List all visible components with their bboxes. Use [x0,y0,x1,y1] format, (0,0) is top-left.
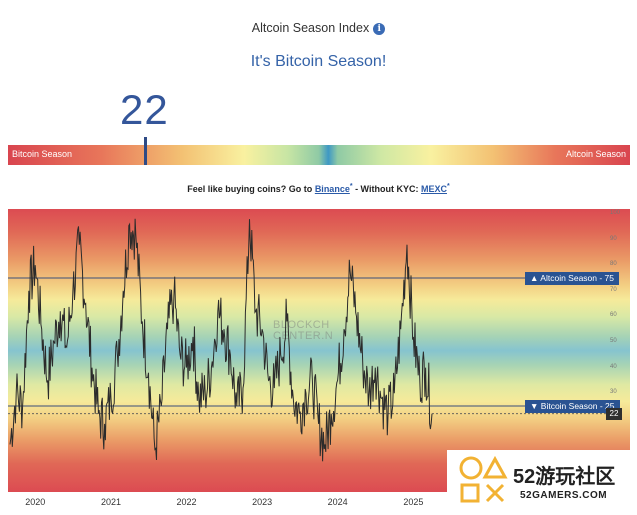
logo-main-text: 52游玩社区 [513,466,616,488]
watermark: BLOCKCH CENTER.N [273,320,333,342]
threshold-badge: ▼ Bitcoin Season - 25 [525,399,620,413]
x-tick-label: 2022 [176,497,197,507]
mexc-link[interactable]: MEXC [420,184,447,194]
current-value-badge: 22 [606,407,622,420]
index-value: 22 [120,86,169,133]
y-tick-label: 30 [610,389,617,396]
threshold-badge: ▲ Altcoin Season - 75 [525,271,620,285]
logo-sub-text: 52GAMERS.COM [520,490,608,501]
y-tick-label: 70 [610,286,617,293]
season-headline: It's Bitcoin Season! [250,53,387,70]
title-text: Altcoin Season Index [251,21,370,35]
y-tick-label: 80 [610,261,617,268]
binance-link[interactable]: Binance [314,184,350,194]
y-tick-label: 90 [610,235,617,242]
y-tick-label: 40 [610,363,617,370]
y-tick-label: 60 [610,312,617,319]
promo-middle: - Without KYC: [352,184,421,194]
x-tick-label: 2023 [252,497,273,507]
season-gauge: Bitcoin Season Altcoin Season [8,145,630,165]
x-tick-label: 2021 [100,497,121,507]
x-tick-label: 2024 [327,497,348,507]
info-icon[interactable]: i [373,23,386,35]
promo-line: Feel like buying coins? Go to Binance* -… [0,183,637,194]
watermark-line2: CENTER.N [273,330,334,342]
binance-star: * [349,183,353,190]
y-tick-label: 100 [610,210,621,216]
gauge-right-label: Altcoin Season [565,149,626,159]
x-tick-label: 2020 [25,497,46,507]
gauge-left-label: Bitcoin Season [12,149,73,159]
game-logo-icon [459,455,508,503]
promo-prefix: Feel like buying coins? Go to [187,184,315,194]
gauge-marker [143,137,147,165]
x-tick-label: 2025 [403,497,424,507]
page-title: Altcoin Season Index i [0,21,637,35]
y-tick-label: 50 [610,338,617,344]
mexc-star: * [446,183,450,190]
